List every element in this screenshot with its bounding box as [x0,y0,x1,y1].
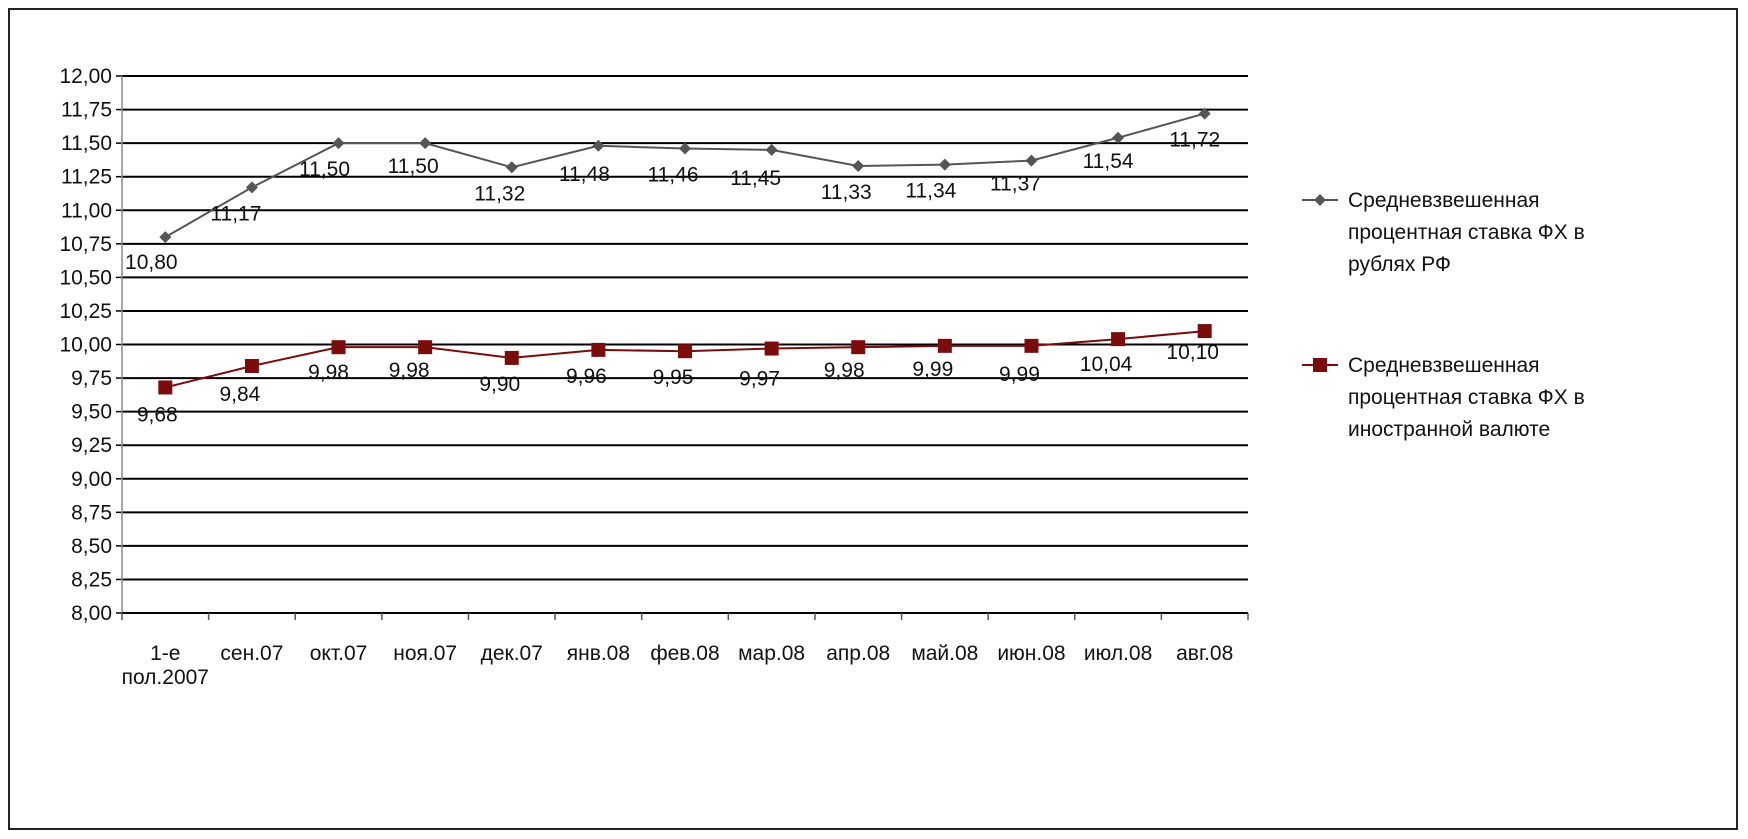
data-label: 10,10 [1166,341,1219,364]
x-tick-label: янв.08 [567,642,630,665]
data-label: 11,46 [648,163,699,186]
grid-lines [122,75,1248,614]
data-point-diamond [332,137,345,150]
y-tick-label: 8,25 [71,568,112,591]
data-label: 9,95 [653,366,694,389]
y-tick-label: 8,50 [71,535,112,558]
y-tick-label: 8,75 [71,501,112,524]
data-point-square [244,358,259,373]
y-tick-label: 10,00 [59,334,112,357]
x-tick-label: мар.08 [738,642,805,665]
x-tick-label: сен.07 [220,642,283,665]
y-tick-label: 9,75 [71,367,112,390]
data-label: 9,96 [566,365,607,388]
data-point-diamond [419,137,432,150]
x-tick-label: фев.08 [650,642,719,665]
data-point-diamond [852,159,865,172]
data-point-diamond [1112,131,1125,144]
data-label: 10,80 [125,251,178,274]
y-tick-label: 11,00 [61,199,112,222]
x-axis: 1-е пол.2007 сен.07 окт.07 ноя.07 дек.07 янв.0… [121,612,1249,689]
data-label: 11,54 [1083,150,1134,173]
y-tick-label: 10,50 [59,266,112,289]
data-point-diamond [938,158,951,171]
y-tick-label: 11,50 [61,132,112,155]
x-tick-label: 1-е пол.2007 [122,642,209,689]
data-point-diamond [765,143,778,156]
data-label: 9,68 [137,403,178,426]
data-point-square [851,340,866,355]
data-point-diamond [159,231,172,244]
x-tick-label: май.08 [911,642,978,665]
x-tick-label: апр.08 [826,642,890,665]
data-point-square [1197,324,1212,339]
y-tick-label: 9,00 [71,468,112,491]
data-point-diamond [245,181,258,194]
chart-frame: 8,00 8,25 8,50 8,75 9,00 9,25 9,50 9,75 10,00 10,… [8,8,1738,830]
data-label: 9,99 [999,363,1040,386]
data-point-square [418,340,433,355]
x-tick-label: окт.07 [310,642,368,665]
y-tick-label: 9,50 [71,401,112,424]
legend: Средневзвешенная процентная ставка ФХ в ру… [1302,189,1585,441]
data-point-diamond [505,161,518,174]
data-label: 11,34 [905,180,956,203]
data-label: 9,98 [308,361,349,384]
data-label: 9,98 [389,359,430,382]
data-label: 11,45 [730,167,781,190]
data-point-diamond [1025,154,1038,167]
series-group: 10,80 11,17 11,50 11,50 11,32 11,48 11,46 11,45… [125,107,1220,426]
data-point-square [504,350,519,365]
legend-marker-square [1313,358,1327,372]
data-label: 9,98 [824,359,865,382]
data-point-square [764,341,779,356]
data-point-diamond [1198,107,1211,120]
y-tick-label: 10,75 [59,233,112,256]
data-point-square [678,344,692,359]
data-point-diamond [679,142,691,155]
data-label: 9,97 [739,368,780,391]
data-label: 11,17 [210,202,261,225]
x-tick-label: июл.08 [1084,642,1152,665]
y-tick-label: 11,25 [61,166,112,189]
data-point-square [937,338,952,353]
data-label: 11,50 [299,158,350,181]
data-label: 9,90 [479,373,520,396]
y-tick-label: 8,00 [71,602,112,625]
legend-label: Средневзвешенная процентная ставка ФХ в ру… [1348,189,1585,276]
data-label: 9,99 [912,358,953,381]
x-tick-label: июн.08 [997,642,1065,665]
y-tick-label: 9,25 [71,434,112,457]
y-axis: 8,00 8,25 8,50 8,75 9,00 9,25 9,50 9,75 10,00 10,… [59,65,123,625]
y-tick-label: 11,75 [61,99,112,122]
x-tick-label: дек.07 [481,642,543,665]
data-label: 10,04 [1080,353,1133,376]
data-label: 11,50 [388,155,439,178]
data-point-square [1024,338,1039,353]
data-point-square [158,380,173,395]
data-label: 11,72 [1169,129,1220,152]
y-tick-label: 12,00 [59,65,112,88]
legend-label: Средневзвешенная процентная ставка ФХ в ин… [1348,354,1585,441]
data-point-square [331,340,346,355]
data-point-diamond [592,139,605,152]
data-label: 11,37 [990,173,1041,196]
x-tick-label: авг.08 [1176,642,1233,665]
line-chart: 8,00 8,25 8,50 8,75 9,00 9,25 9,50 9,75 10,00 10,… [59,65,1585,689]
data-point-square [591,342,606,357]
y-tick-label: 10,25 [59,300,112,323]
legend-marker-diamond [1314,194,1326,206]
data-point-square [1111,332,1126,347]
data-label: 11,33 [821,181,872,204]
data-label: 11,48 [559,163,610,186]
data-label: 11,32 [474,182,525,205]
data-label: 9,84 [219,383,260,406]
x-tick-label: ноя.07 [393,642,457,665]
